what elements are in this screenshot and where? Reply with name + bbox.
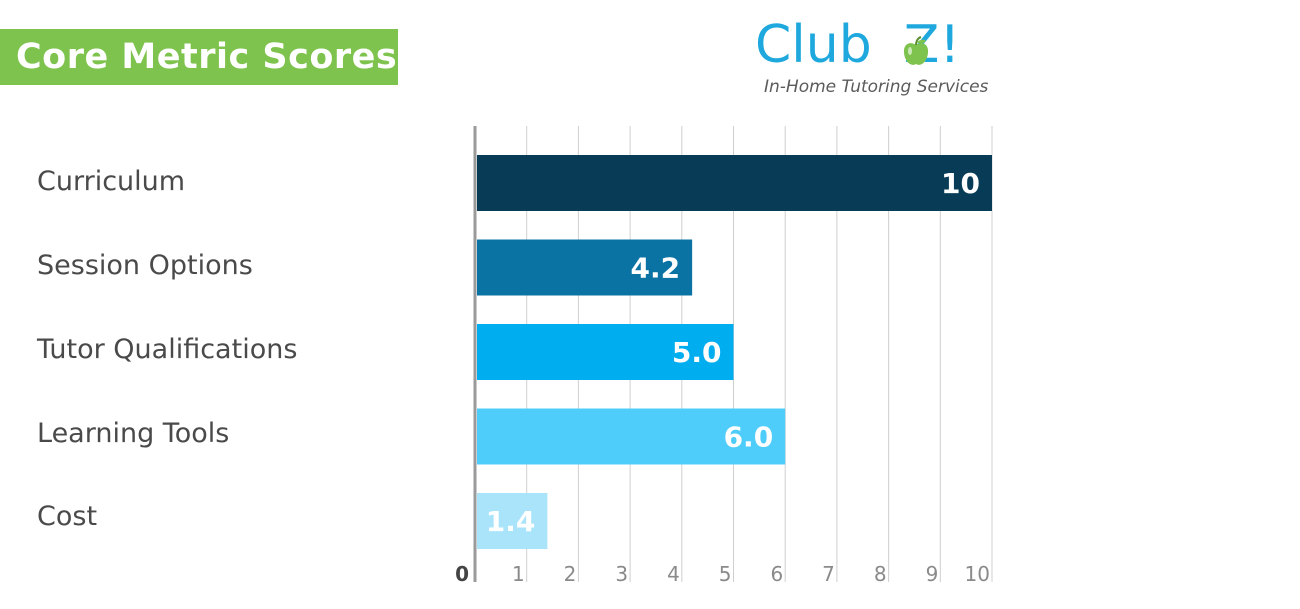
bar-value-label-session-options: 4.2 xyxy=(631,252,681,285)
category-label-learning-tools: Learning Tools xyxy=(37,418,230,449)
x-tick-label-8: 8 xyxy=(874,562,887,586)
bar-value-label-tutor-qualifications: 5.0 xyxy=(672,336,722,369)
x-tick-label-6: 6 xyxy=(770,562,783,586)
category-label-cost: Cost xyxy=(37,501,98,532)
apple-icon xyxy=(903,36,929,65)
bar-session-options xyxy=(477,239,693,296)
logo-name-prefix: Club xyxy=(755,15,872,75)
category-label-tutor-qualifications: Tutor Qualifications xyxy=(37,334,298,365)
x-tick-label-4: 4 xyxy=(667,562,680,586)
bar-curriculum xyxy=(477,155,992,211)
x-tick-label-0: 0 xyxy=(455,562,469,586)
x-tick-label-7: 7 xyxy=(822,562,835,586)
bar-value-label-learning-tools: 6.0 xyxy=(724,421,774,454)
bar-value-label-cost: 1.4 xyxy=(486,505,536,538)
x-tick-label-1: 1 xyxy=(512,562,525,586)
bar-learning-tools xyxy=(477,408,786,465)
chart-title: Core Metric Scores xyxy=(0,29,398,85)
bar-value-label-curriculum: 10 xyxy=(941,167,980,200)
category-label-curriculum: Curriculum xyxy=(37,166,186,197)
bar-cost xyxy=(477,493,548,549)
logo-tagline: In-Home Tutoring Services xyxy=(764,77,989,97)
x-tick-label-5: 5 xyxy=(719,562,732,586)
club-z-logo: Club Z! In-Home Tutoring Services xyxy=(755,14,1000,100)
x-tick-label-2: 2 xyxy=(564,562,577,586)
x-tick-label-9: 9 xyxy=(926,562,939,586)
category-label-session-options: Session Options xyxy=(37,250,253,281)
logo-wordmark: Club Z! xyxy=(755,14,960,76)
x-tick-label-3: 3 xyxy=(615,562,628,586)
bar-tutor-qualifications xyxy=(477,324,734,380)
x-tick-label-10: 10 xyxy=(965,562,990,586)
